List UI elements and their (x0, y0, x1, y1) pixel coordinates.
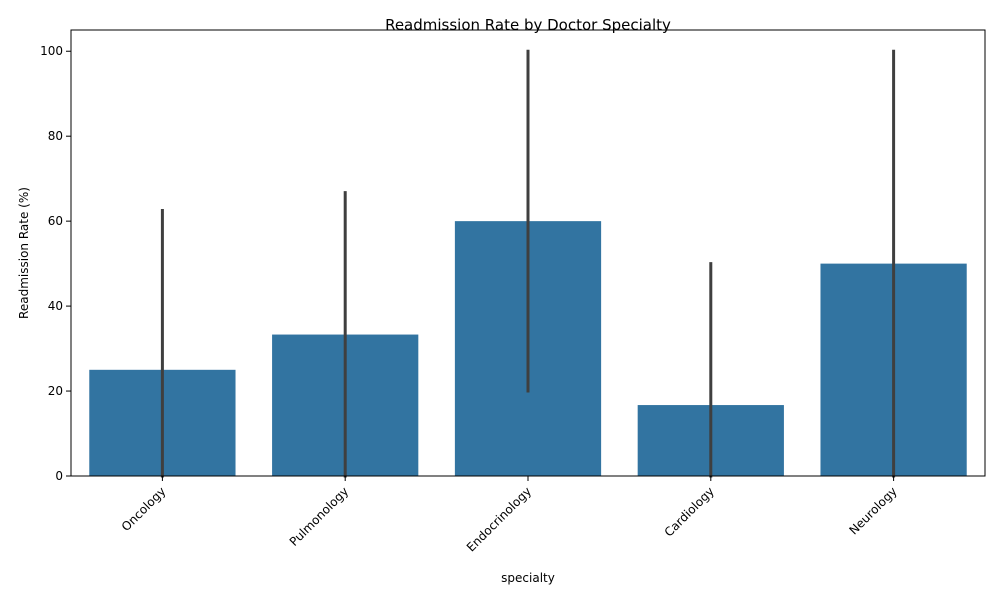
x-tick-label: Pulmonology (287, 484, 352, 549)
x-tick-label: Neurology (846, 484, 899, 537)
x-tick-label: Endocrinology (464, 484, 534, 554)
x-tick-label: Cardiology (662, 484, 717, 539)
plot-frame (70, 29, 986, 477)
y-axis: 0 20 40 60 80 100 (40, 44, 71, 483)
x-axis-label: specialty (501, 571, 555, 585)
error-bars-layer (160, 49, 896, 478)
y-tick-label: 0 (55, 469, 63, 483)
chart-title: Readmission Rate by Doctor Specialty (385, 16, 671, 34)
y-tick-label: 80 (48, 129, 63, 143)
x-tick-label: Oncology (119, 484, 169, 534)
y-tick-label: 20 (48, 384, 63, 398)
y-tick-label: 60 (48, 214, 63, 228)
x-axis: Oncology Pulmonology Endocrinology Cardiolo… (119, 476, 900, 554)
y-axis-label: Readmission Rate (%) (17, 187, 31, 319)
y-tick-label: 100 (40, 44, 63, 58)
y-tick-label: 40 (48, 299, 63, 313)
